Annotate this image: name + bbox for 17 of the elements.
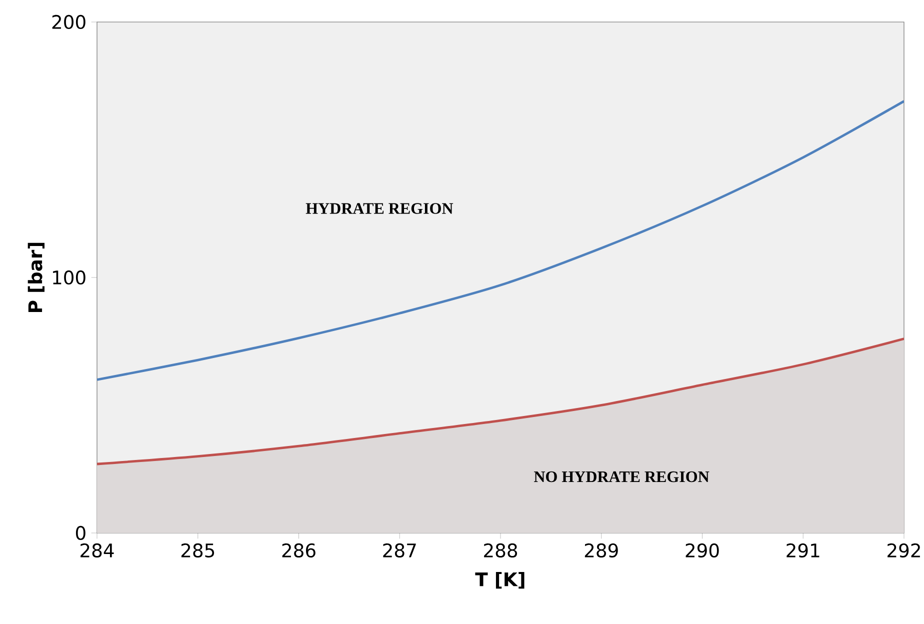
x-tick-label: 287 [383, 543, 416, 558]
x-tick-label: 286 [282, 543, 316, 558]
x-tick-label: 290 [686, 543, 719, 558]
line-series [97, 100, 904, 381]
x-tick-label: 291 [786, 543, 820, 558]
x-tick-label: 292 [888, 543, 920, 558]
y-axis-title: P [bar] [28, 242, 44, 312]
y-tick-label: 100 [53, 270, 86, 285]
x-axis-title: T [K] [475, 572, 524, 589]
x-tick-label: 285 [181, 543, 214, 558]
annotation: NO HYDRATE REGION [534, 471, 710, 482]
x-tick-label: 284 [80, 543, 114, 558]
y-tick-label: 0 [76, 526, 86, 540]
annotation: HYDRATE REGION [306, 203, 454, 214]
x-tick-label: 288 [484, 543, 518, 558]
y-tick-label: 200 [52, 14, 86, 30]
x-tick-label: 289 [584, 543, 618, 558]
